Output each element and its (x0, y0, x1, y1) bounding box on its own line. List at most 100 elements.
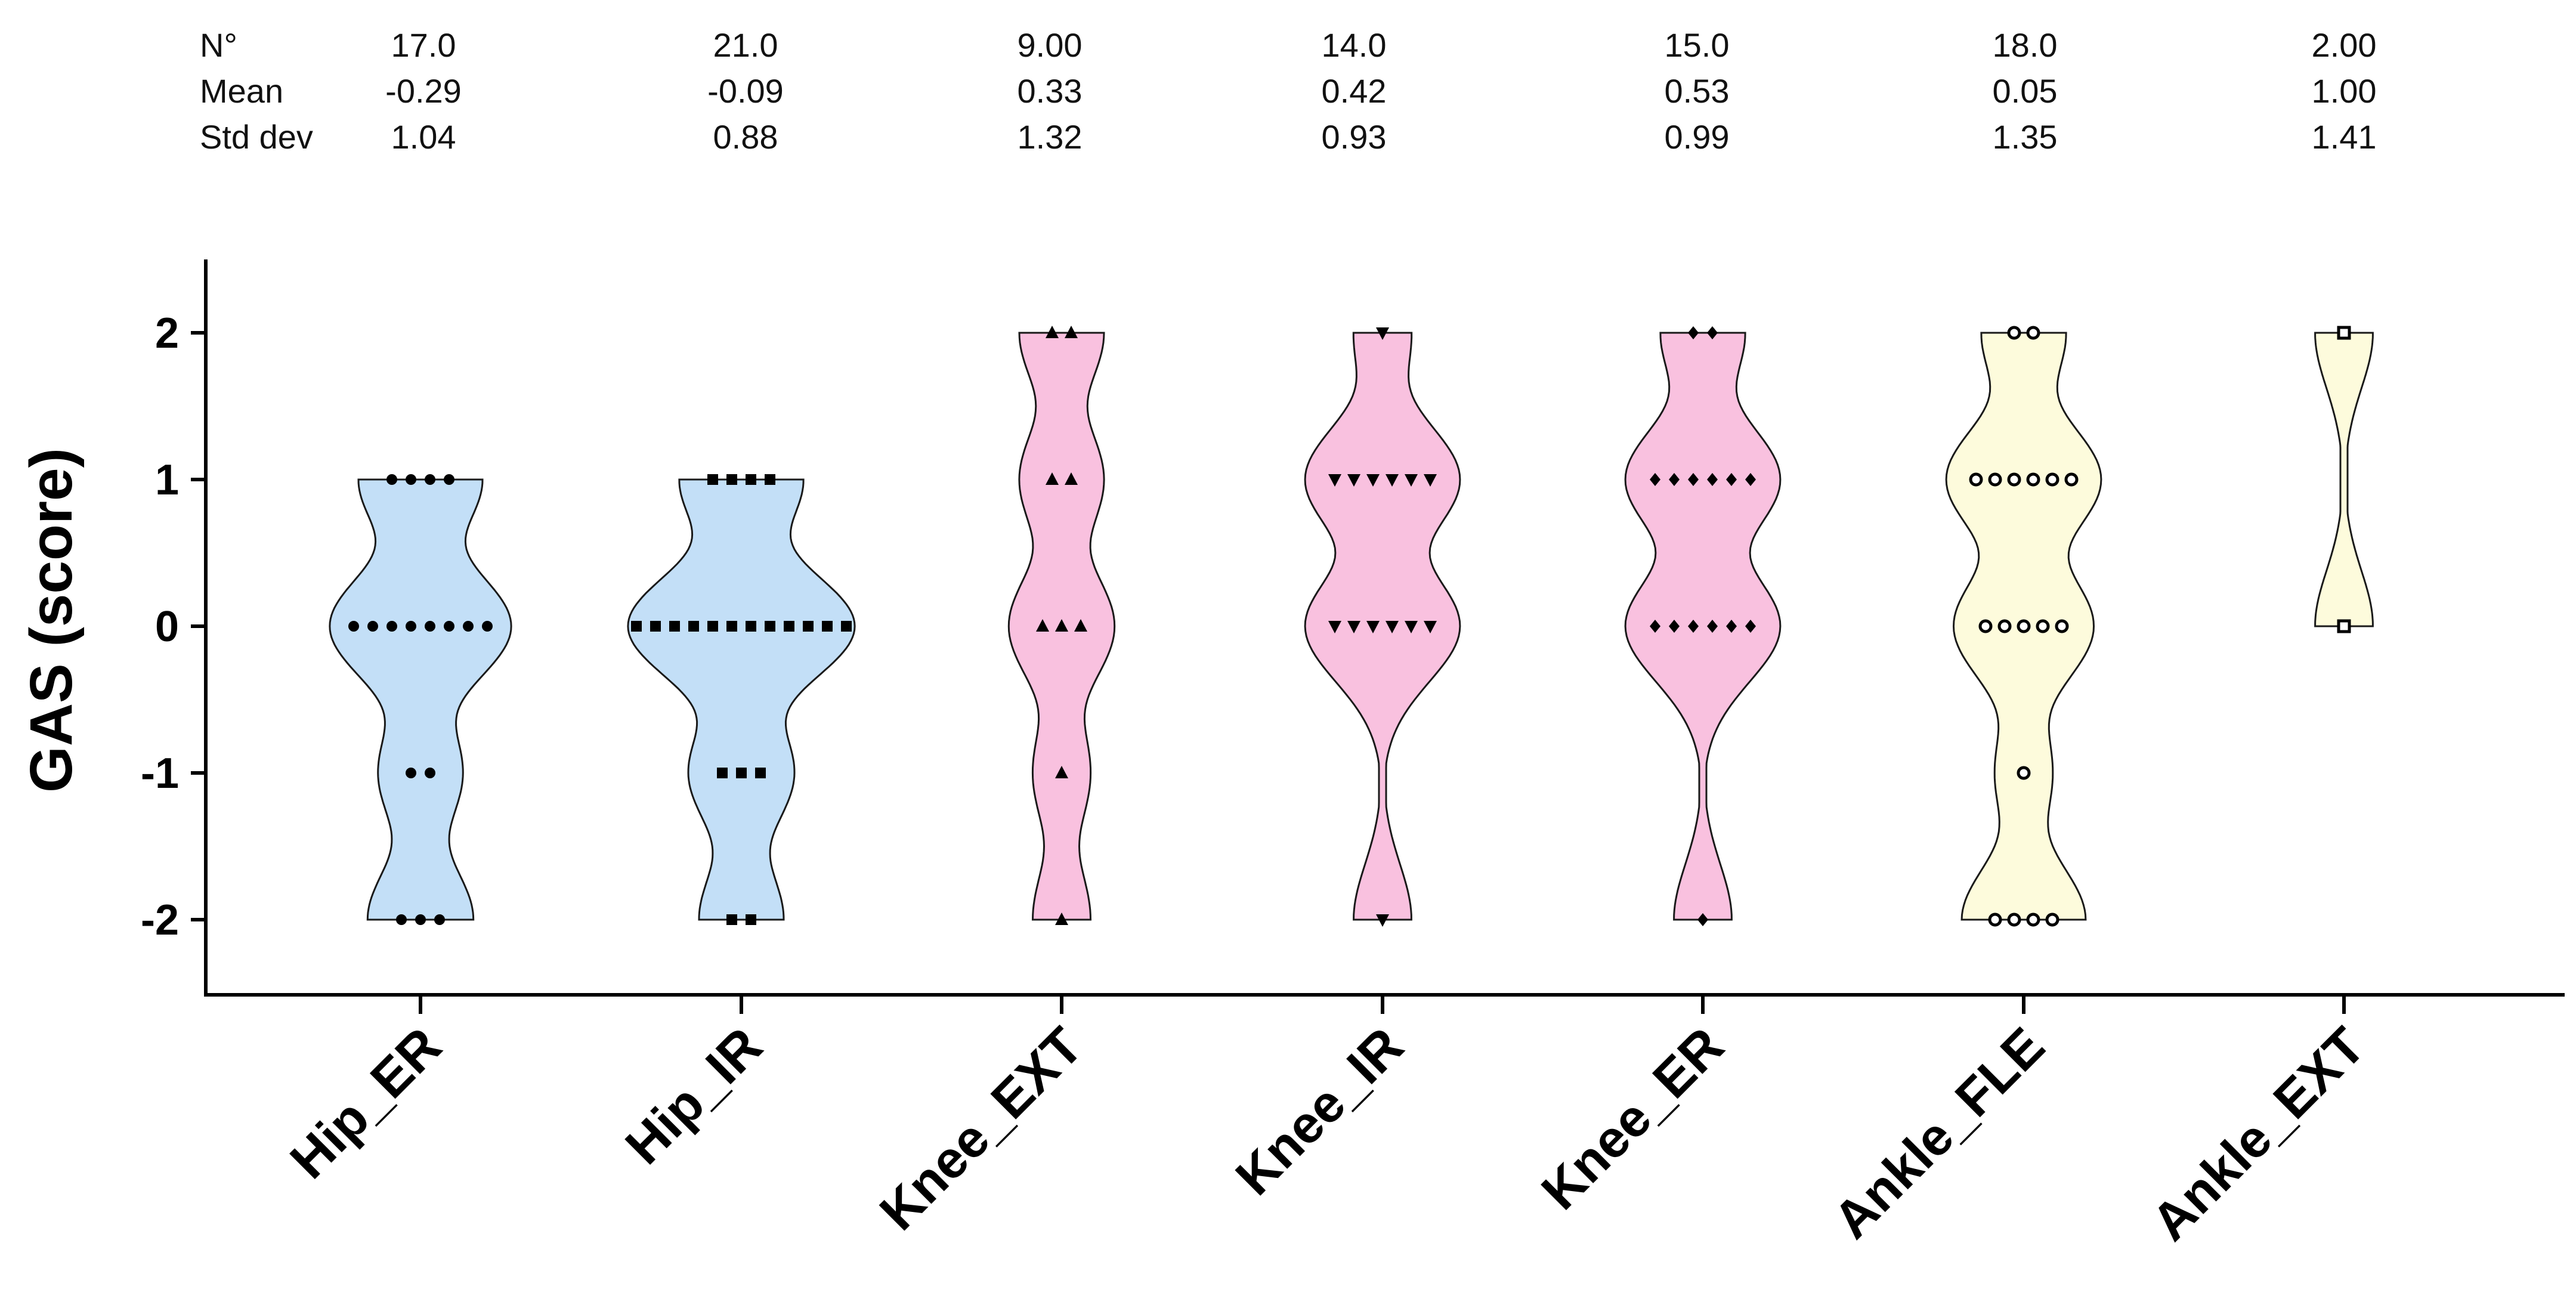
x-tick-label: Knee_IR (1224, 1016, 1414, 1206)
data-point-knee-ir (1376, 327, 1389, 340)
data-point-knee-ext (1055, 619, 1068, 632)
x-tick-label: Ankle_EXT (2140, 1016, 2376, 1251)
data-point-hip-ir (726, 621, 737, 632)
data-point-knee-ext (1055, 913, 1068, 925)
stats-std-knee-ir: 0.93 (1322, 118, 1387, 156)
data-point-ankle-fle (2026, 472, 2040, 487)
data-point-knee-ir (1347, 621, 1360, 633)
data-point-knee-er (1707, 473, 1718, 486)
data-point-knee-ir (1405, 621, 1418, 633)
data-point-ankle-fle (1988, 472, 2002, 487)
violin-hip-ir (627, 478, 856, 921)
stats-std-ankle-fle: 1.35 (1993, 118, 2058, 156)
violin-knee-er (1624, 332, 1782, 921)
data-point-hip-ir (726, 474, 737, 485)
data-point-knee-ext (1036, 619, 1049, 632)
data-point-knee-ext (1065, 326, 1078, 338)
data-point-hip-er (444, 621, 454, 632)
data-point-hip-er (463, 621, 474, 632)
data-point-hip-ir (746, 914, 756, 925)
data-point-ankle-fle (1969, 472, 1983, 487)
data-point-ankle-fle (2026, 326, 2040, 340)
data-point-hip-er (396, 914, 407, 925)
data-point-ankle-fle (2017, 766, 2031, 780)
stats-n-ankle-ext: 2.00 (2312, 26, 2377, 64)
data-point-knee-er (1688, 620, 1699, 633)
data-point-hip-ir (707, 474, 718, 485)
data-point-ankle-fle (2064, 472, 2079, 487)
data-point-ankle-fle (2007, 472, 2021, 487)
y-tick-label: 0 (155, 603, 179, 651)
data-point-knee-ir (1347, 474, 1360, 487)
data-point-hip-ir (746, 621, 756, 632)
data-point-ankle-fle (2017, 619, 2031, 633)
data-point-hip-er (425, 474, 435, 485)
data-point-knee-ir (1405, 474, 1418, 487)
stats-mean-hip-er: -0.29 (385, 72, 462, 110)
y-tick-label: -2 (141, 896, 179, 944)
data-point-hip-ir (650, 621, 661, 632)
data-point-hip-ir (755, 768, 766, 778)
stats-std-knee-er: 0.99 (1665, 118, 1730, 156)
y-tick-label: 2 (155, 310, 179, 357)
data-point-knee-ext (1065, 472, 1078, 485)
stats-n-knee-ir: 14.0 (1322, 26, 1387, 64)
data-point-knee-ext (1074, 619, 1087, 632)
data-point-knee-ir (1328, 621, 1341, 633)
x-ticks: Hip_ER Hip_IR Knee_EXT Knee_IR Knee_ER Ankle_… (279, 995, 2376, 1252)
violin-ankle-ext (2314, 332, 2374, 627)
data-point-hip-er (434, 914, 445, 925)
data-point-knee-er (1688, 326, 1699, 339)
data-point-ankle-fle (2045, 913, 2059, 927)
data-point-hip-er (406, 768, 416, 778)
stats-mean-hip-ir: -0.09 (707, 72, 784, 110)
data-point-ankle-fle (2045, 472, 2059, 487)
data-point-knee-ext (1046, 472, 1059, 485)
data-point-hip-er (415, 914, 426, 925)
data-point-hip-ir (669, 621, 680, 632)
stats-label-n: N° (200, 26, 237, 64)
data-point-ankle-ext (2337, 326, 2351, 340)
stats-n-hip-ir: 21.0 (713, 26, 778, 64)
stats-mean-knee-er: 0.53 (1665, 72, 1730, 110)
data-point-knee-er (1688, 473, 1699, 486)
data-point-knee-ext (1055, 766, 1068, 778)
violins (329, 332, 2374, 921)
data-point-knee-ir (1366, 621, 1380, 633)
stats-n-knee-ext: 9.00 (1018, 26, 1083, 64)
data-point-knee-er (1669, 620, 1680, 633)
data-point-knee-er (1669, 473, 1680, 486)
violin-knee-ir (1304, 332, 1461, 921)
data-point-knee-er (1650, 620, 1660, 633)
data-point-ankle-fle (1988, 913, 2002, 927)
data-point-knee-ir (1328, 474, 1341, 487)
data-point-knee-er (1745, 473, 1756, 486)
data-point-ankle-fle (2007, 913, 2021, 927)
data-point-knee-ir (1366, 474, 1380, 487)
stats-std-hip-ir: 0.88 (713, 118, 778, 156)
stats-n-hip-er: 17.0 (391, 26, 456, 64)
stats-std-knee-ext: 1.32 (1018, 118, 1083, 156)
x-tick-label: Knee_EXT (868, 1016, 1094, 1241)
data-point-hip-ir (631, 621, 642, 632)
data-point-knee-ir (1386, 474, 1399, 487)
data-point-hip-er (406, 474, 416, 485)
data-point-ankle-fle (2026, 913, 2040, 927)
stats-mean-knee-ext: 0.33 (1018, 72, 1083, 110)
data-point-ankle-fle (2007, 326, 2021, 340)
data-point-hip-ir (707, 621, 718, 632)
data-point-knee-er (1707, 620, 1718, 633)
x-tick-label: Knee_ER (1530, 1016, 1734, 1220)
data-point-hip-er (425, 621, 435, 632)
data-point-hip-er (348, 621, 359, 632)
y-ticks: -2 -1 0 1 2 (141, 310, 206, 944)
y-tick-label: 1 (155, 456, 179, 504)
data-point-hip-ir (765, 474, 775, 485)
data-point-knee-er (1726, 473, 1737, 486)
data-point-knee-er (1726, 620, 1737, 633)
x-tick-label: Hip_ER (279, 1016, 452, 1189)
data-point-knee-ir (1376, 914, 1389, 927)
data-point-knee-er (1650, 473, 1660, 486)
data-point-hip-er (386, 474, 397, 485)
data-point-hip-ir (822, 621, 833, 632)
